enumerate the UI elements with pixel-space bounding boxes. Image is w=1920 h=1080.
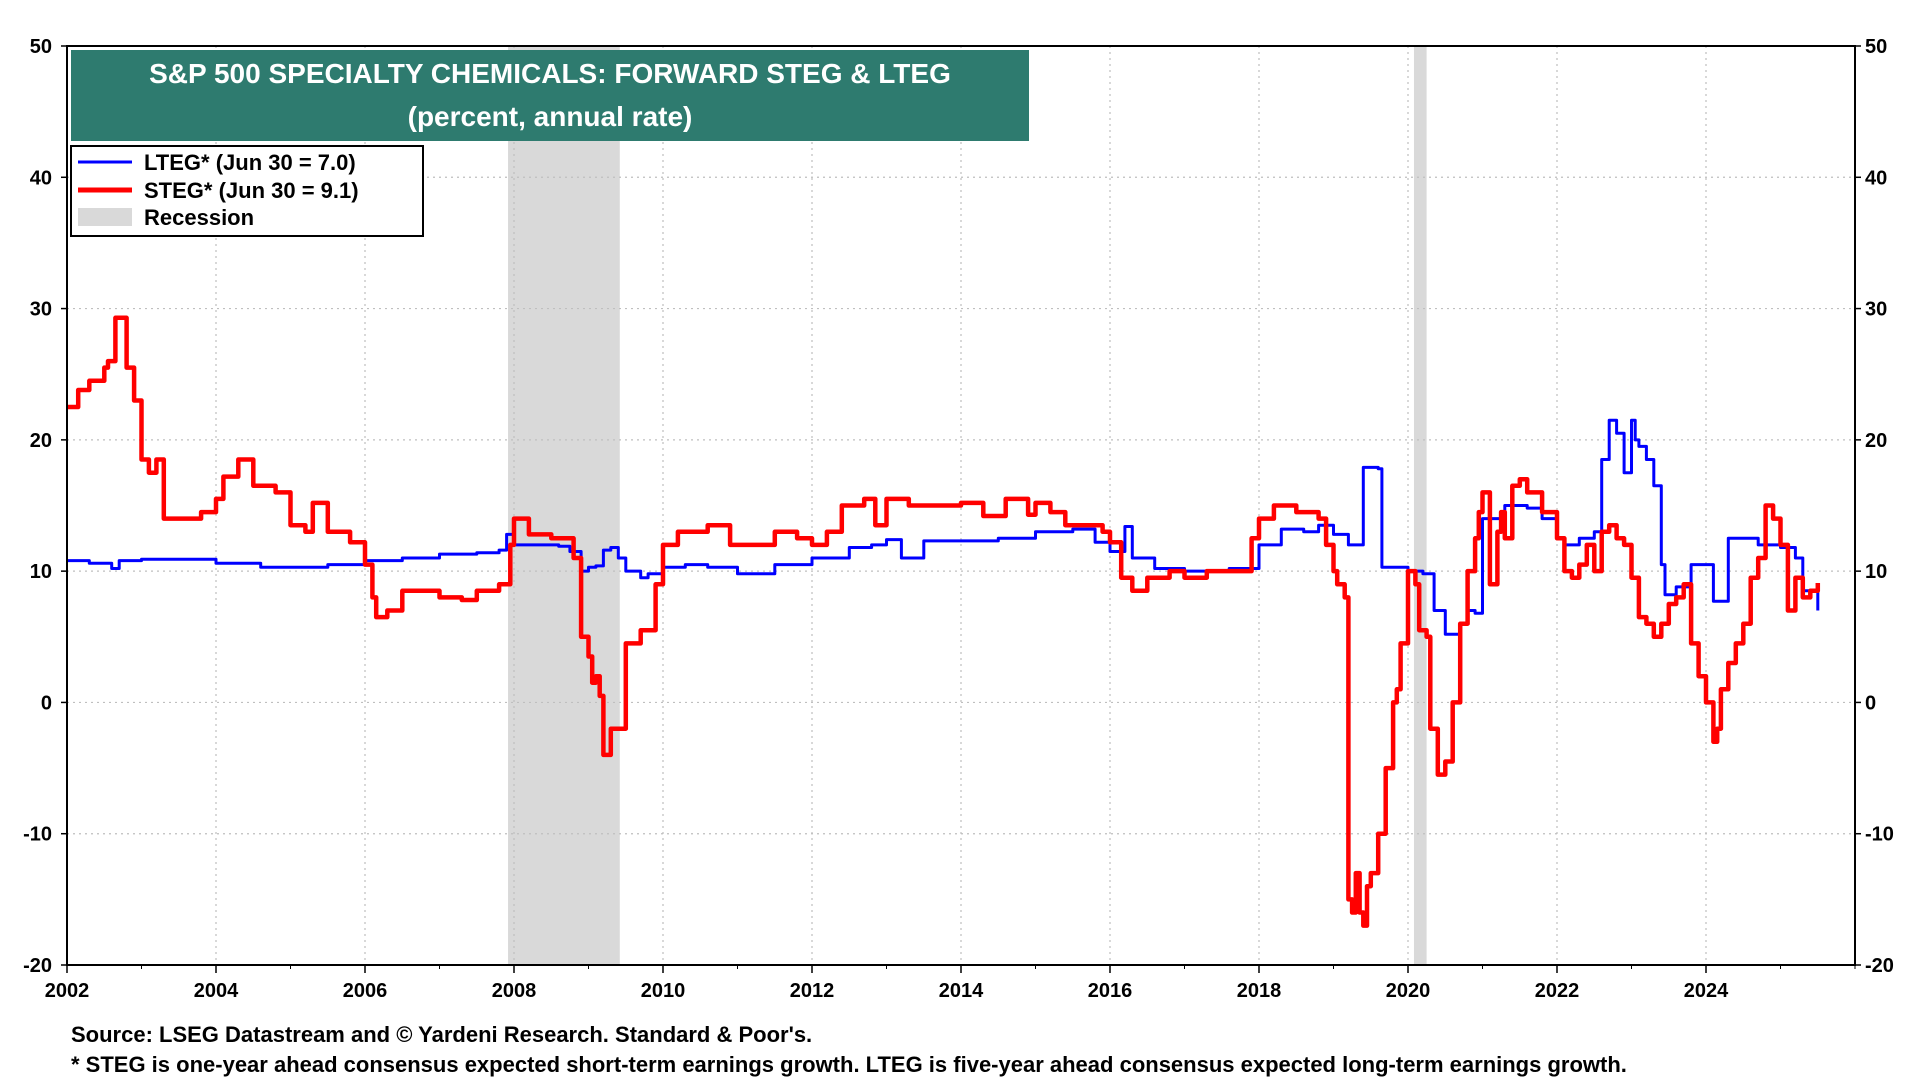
y-tick-label-left-5: 0 xyxy=(41,692,52,714)
y-tick-label-right-7: -20 xyxy=(1865,955,1894,977)
legend-label-recession: Recession xyxy=(144,205,254,230)
y-tick-label-right-3: 20 xyxy=(1865,430,1887,452)
legend-label-lteg: LTEG* (Jun 30 = 7.0) xyxy=(144,150,356,175)
x-tick-label-7: 2016 xyxy=(1088,980,1133,1002)
y-tick-label-left-1: 40 xyxy=(30,167,52,189)
x-tick-label-6: 2014 xyxy=(939,980,984,1002)
source-note: Source: LSEG Datastream and © Yardeni Re… xyxy=(71,1022,812,1047)
x-tick-label-11: 2024 xyxy=(1684,980,1729,1002)
title-background xyxy=(71,50,1029,141)
y-tick-label-left-7: -20 xyxy=(23,955,52,977)
x-tick-label-0: 2002 xyxy=(45,980,90,1002)
y-tick-label-right-0: 50 xyxy=(1865,36,1887,58)
y-tick-label-left-0: 50 xyxy=(30,36,52,58)
y-tick-label-right-2: 30 xyxy=(1865,299,1887,321)
chart-subtitle: (percent, annual rate) xyxy=(408,101,693,132)
y-tick-label-left-2: 30 xyxy=(30,299,52,321)
x-axis: 2002 2004 2006 2008 2010 2012 2014 2016 2018 2020… xyxy=(45,965,1856,1002)
recession-bands xyxy=(508,46,1427,965)
recession-band-1 xyxy=(1413,46,1427,965)
x-tick-label-4: 2010 xyxy=(641,980,686,1002)
y-tick-label-left-4: 10 xyxy=(30,561,52,583)
y-tick-label-right-4: 10 xyxy=(1865,561,1887,583)
y-tick-label-right-6: -10 xyxy=(1865,824,1894,846)
legend-swatch-recession xyxy=(78,208,132,226)
chart-title: S&P 500 SPECIALTY CHEMICALS: FORWARD STE… xyxy=(149,58,951,89)
y-tick-label-right-5: 0 xyxy=(1865,692,1876,714)
legend: LTEG* (Jun 30 = 7.0) STEG* (Jun 30 = 9.1… xyxy=(70,145,424,237)
recession-band-0 xyxy=(508,46,620,965)
x-tick-label-2: 2006 xyxy=(343,980,388,1002)
series-line-steg xyxy=(67,315,1821,928)
x-tick-label-3: 2008 xyxy=(492,980,537,1002)
x-tick-label-5: 2012 xyxy=(790,980,835,1002)
y-axis-left: 50 40 30 20 10 0 -10 -20 xyxy=(23,36,67,977)
y-tick-label-right-1: 40 xyxy=(1865,167,1887,189)
y-axis-right: 50 40 30 20 10 0 -10 -20 xyxy=(1855,36,1894,977)
x-tick-label-10: 2022 xyxy=(1535,980,1580,1002)
x-tick-label-8: 2018 xyxy=(1237,980,1282,1002)
title-box: S&P 500 SPECIALTY CHEMICALS: FORWARD STE… xyxy=(71,50,1029,141)
x-tick-label-9: 2020 xyxy=(1386,980,1431,1002)
legend-label-steg: STEG* (Jun 30 = 9.1) xyxy=(144,178,359,203)
grid xyxy=(67,46,1855,965)
x-tick-label-1: 2004 xyxy=(194,980,239,1002)
y-tick-label-left-3: 20 xyxy=(30,430,52,452)
y-tick-label-left-6: -10 xyxy=(23,824,52,846)
footnote: * STEG is one-year ahead consensus expec… xyxy=(71,1052,1627,1077)
series-lines xyxy=(67,315,1821,928)
